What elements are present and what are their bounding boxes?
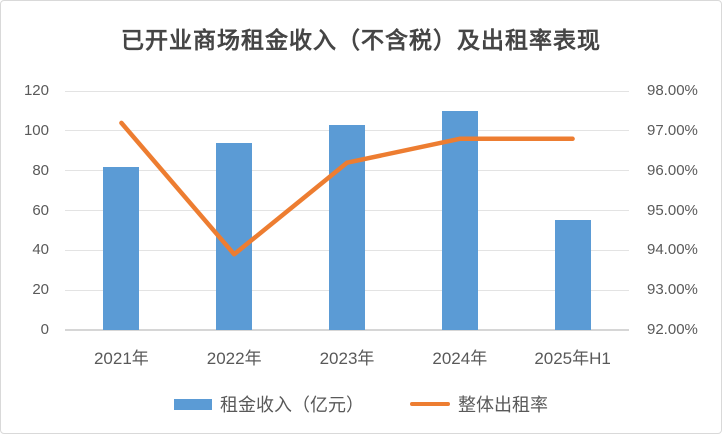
x-axis-category-label: 2023年 xyxy=(319,349,375,368)
x-axis-category-label: 2025年H1 xyxy=(534,349,611,368)
left-axis-tick-label: 40 xyxy=(32,241,49,259)
right-axis-tick-label: 92.00% xyxy=(647,321,698,338)
left-axis-tick-label: 0 xyxy=(40,321,49,338)
occupancy-line-path xyxy=(119,120,575,257)
right-axis-tick-label: 94.00% xyxy=(647,241,698,259)
bar-2024年 xyxy=(441,110,478,330)
right-axis-tick-label: 93.00% xyxy=(647,281,698,299)
bar-2025年H1 xyxy=(554,220,591,330)
chart-title: 已开业商场租金收入（不含税）及出租率表现 xyxy=(121,27,601,53)
right-axis-tick-label: 97.00% xyxy=(647,121,698,139)
left-axis-tick-label: 20 xyxy=(32,281,49,299)
legend: 租金收入（亿元） 整体出租率 xyxy=(1,391,721,417)
legend-item-rental-income: 租金收入（亿元） xyxy=(174,391,364,417)
plot-area xyxy=(65,90,629,331)
x-axis: 2021年 2022年 2023年 2024年 2025年H1 xyxy=(65,344,629,368)
gridline xyxy=(65,90,629,92)
left-axis-tick-label: 60 xyxy=(32,201,49,219)
right-axis-tick-label: 96.00% xyxy=(647,161,698,179)
legend-label-occupancy-rate: 整体出租率 xyxy=(458,395,548,415)
bar-series-swatch-icon xyxy=(174,398,212,410)
legend-item-occupancy-rate: 整体出租率 xyxy=(410,391,548,417)
x-axis-line xyxy=(65,329,629,331)
left-axis-tick-label: 120 xyxy=(23,82,49,99)
left-axis-tick-label: 100 xyxy=(23,121,49,139)
legend-label-rental-income: 租金收入（亿元） xyxy=(220,395,364,415)
left-axis: 120 100 80 60 40 20 0 xyxy=(1,82,49,338)
right-axis-tick-label: 95.00% xyxy=(647,201,698,219)
bar-2022年 xyxy=(216,142,253,330)
left-axis-tick-label: 80 xyxy=(32,161,49,179)
bar-2021年 xyxy=(103,166,140,330)
right-axis: 98.00% 97.00% 96.00% 95.00% 94.00% 93.00% 92.0… xyxy=(647,82,717,338)
x-axis-category-label: 2022年 xyxy=(206,349,262,368)
x-axis-category-label: 2024年 xyxy=(432,349,488,368)
occupancy-line xyxy=(119,120,575,257)
x-axis-category-label: 2021年 xyxy=(93,349,149,368)
right-axis-tick-label: 98.00% xyxy=(647,82,698,99)
line-series-swatch-icon xyxy=(410,401,450,407)
